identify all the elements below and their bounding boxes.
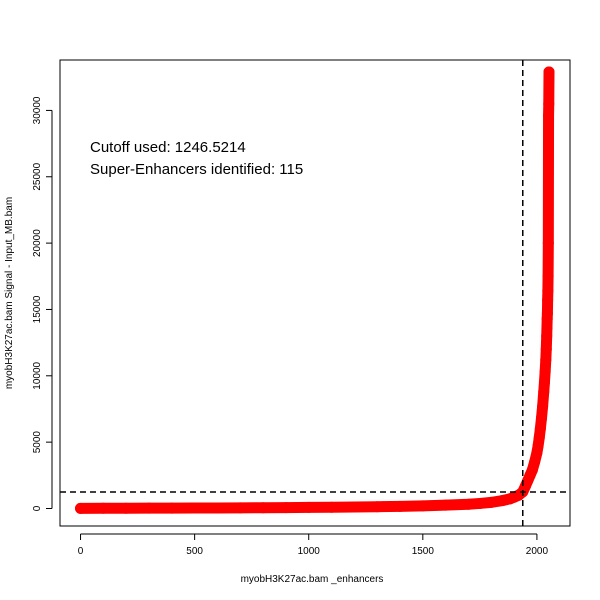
data-point	[534, 423, 546, 435]
data-point	[394, 500, 406, 512]
data-point	[539, 366, 551, 378]
x-tick-label: 2000	[526, 546, 549, 557]
data-point	[143, 502, 155, 514]
super-enhancers-annotation: Super-Enhancers identified: 115	[90, 161, 303, 178]
y-tick-label: 30000	[32, 96, 43, 124]
cutoff-annotation: Cutoff used: 1246.5214	[90, 139, 246, 156]
data-point	[533, 432, 545, 444]
data-point	[542, 285, 554, 297]
data-point	[189, 502, 201, 514]
data-point	[543, 98, 555, 110]
data-point	[540, 354, 552, 366]
data-point	[166, 502, 178, 514]
x-axis-title: myobH3K27ac.bam _enhancers	[241, 574, 384, 585]
y-tick-label: 20000	[32, 229, 43, 257]
x-tick-label: 500	[186, 546, 203, 557]
data-point	[348, 501, 360, 513]
y-axis-title: myobH3K27ac.bam Signal - Input_MB.bam	[4, 197, 15, 389]
data-point	[474, 497, 486, 509]
data-point	[543, 66, 555, 78]
data-point	[535, 412, 547, 424]
data-point	[303, 501, 315, 513]
x-tick-label: 0	[78, 546, 84, 557]
data-point	[541, 307, 553, 319]
y-tick-label: 0	[32, 505, 43, 511]
data-point	[542, 294, 554, 306]
data-point	[485, 496, 497, 508]
y-tick-label: 5000	[32, 431, 43, 454]
data-point	[440, 499, 452, 511]
data-point	[529, 456, 541, 468]
data-point	[371, 501, 383, 513]
data-point	[541, 322, 553, 334]
data-point	[543, 110, 555, 122]
plot-frame	[59, 59, 571, 527]
data-point	[541, 330, 553, 342]
y-tick-label: 10000	[32, 361, 43, 389]
data-point	[538, 376, 550, 388]
axes-layer: 0 500 1000 1500 2000050001000015000200002500…	[32, 60, 570, 557]
data-point	[542, 270, 554, 282]
x-tick-label: 1000	[298, 546, 321, 557]
data-point	[462, 498, 474, 510]
data-point	[257, 502, 269, 514]
data-point	[75, 502, 87, 514]
y-tick-label: 25000	[32, 162, 43, 190]
y-tick-label: 15000	[32, 295, 43, 323]
data-point	[542, 237, 554, 249]
data-point	[540, 343, 552, 355]
plot-layer	[75, 66, 555, 514]
data-point	[538, 386, 550, 398]
data-point	[280, 502, 292, 514]
data-point	[537, 400, 549, 412]
data-point	[326, 501, 338, 513]
data-point	[97, 502, 109, 514]
data-point	[211, 502, 223, 514]
data-point	[120, 502, 132, 514]
data-point	[234, 502, 246, 514]
data-point	[417, 500, 429, 512]
x-tick-label: 1500	[412, 546, 435, 557]
